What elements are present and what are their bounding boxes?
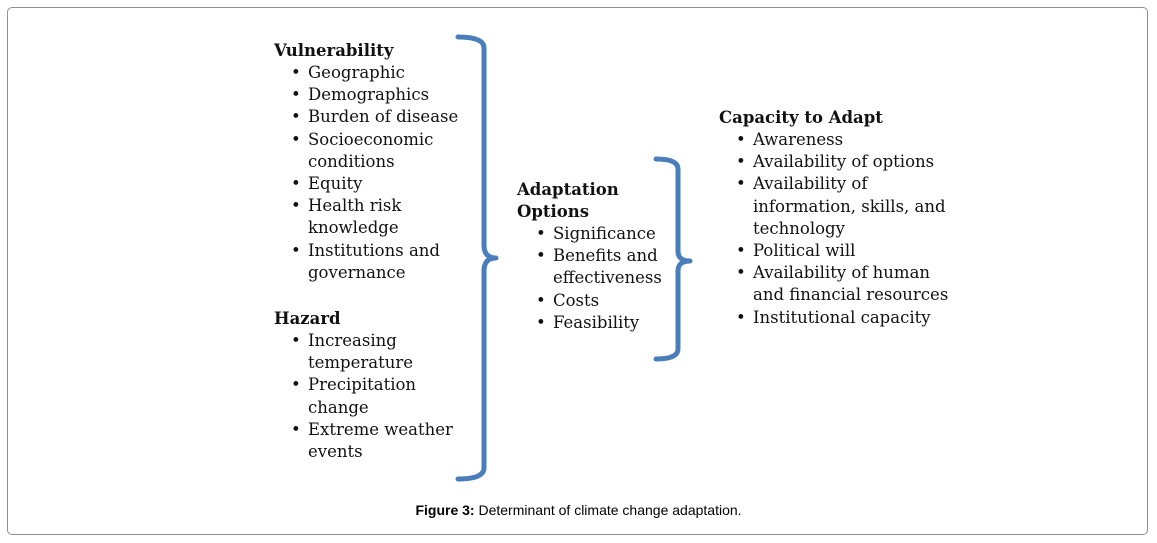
bullet-icon: • [736,152,746,172]
hazard-title: Hazard [274,309,341,328]
list-item-text: Extreme weather events [308,419,453,462]
list-item: • Burden of disease [274,106,474,128]
list-item: • Extreme weather events [274,419,474,463]
bullet-icon: • [736,174,746,194]
list-item-text: Socioeconomic conditions [308,129,434,171]
list-item-text: Health risk knowledge [308,196,402,238]
list-item: • Significance [517,223,667,245]
list-item-text: Availability of information, skills, and… [753,174,946,238]
list-item: • Political will [719,240,949,262]
bullet-icon: • [291,174,301,194]
capacity-to-adapt-list: • Awareness • Availability of options • Avail… [719,129,949,329]
bullet-icon: • [291,129,301,149]
figure-caption-text: Determinant of climate change adaptation… [474,502,742,518]
bullet-icon: • [291,107,301,127]
list-item-text: Institutional capacity [753,307,931,327]
list-item-text: Costs [553,290,600,310]
list-item: • Precipitation change [274,374,474,418]
vulnerability-title: Vulnerability [274,41,394,60]
list-item-text: Availability of options [753,152,935,172]
bullet-icon: • [291,375,301,395]
list-item: • Availability of information, skills, an… [719,173,949,240]
list-item: • Costs [517,290,667,312]
middle-curly-bracket [653,156,693,362]
list-item-text: Demographics [308,85,430,105]
list-item: • Availability of options [719,151,949,173]
bullet-icon: • [536,290,546,310]
bullet-icon: • [536,224,546,243]
list-item-text: Political will [753,241,856,261]
list-item-text: Increasing temperature [308,331,414,373]
list-item-text: Equity [308,174,363,194]
list-item: • Availability of human and financial res… [719,262,949,306]
list-item: • Health risk knowledge [274,195,474,239]
list-item: • Equity [274,173,474,195]
vulnerability-section: Vulnerability • Geographic • Demographics • B… [274,40,474,284]
left-curly-bracket [455,34,499,482]
list-item-text: Awareness [753,130,844,149]
list-item: • Demographics [274,84,474,106]
figure-frame [7,7,1148,535]
bullet-icon: • [736,263,746,283]
bullet-icon: • [736,130,746,149]
capacity-to-adapt-section: Capacity to Adapt • Awareness • Availabilit… [719,107,949,329]
list-item: • Geographic [274,62,474,84]
adaptation-options-section: Adaptation Options • Significance • Benefit… [517,179,667,334]
bullet-icon: • [536,312,546,332]
list-item: • Feasibility [517,312,667,334]
list-item: • Institutions and governance [274,240,474,284]
vulnerability-list: • Geographic • Demographics • Burden of disea… [274,62,474,284]
bullet-icon: • [291,85,301,105]
list-item: • Institutional capacity [719,307,949,329]
list-item-text: Geographic [308,63,405,82]
bullet-icon: • [291,419,301,439]
bullet-icon: • [536,246,546,266]
bullet-icon: • [736,241,746,261]
figure-caption: Figure 3: Determinant of climate change … [0,502,1157,518]
capacity-to-adapt-title: Capacity to Adapt [719,108,883,127]
bullet-icon: • [291,331,301,350]
adaptation-options-list: • Significance • Benefits and effectiveness… [517,223,667,334]
list-item-text: Feasibility [553,312,640,332]
bullet-icon: • [736,307,746,327]
bullet-icon: • [291,63,301,82]
list-item-text: Burden of disease [308,107,459,127]
bullet-icon: • [291,240,301,260]
list-item-text: Benefits and effectiveness [553,246,662,288]
list-item: • Socioeconomic conditions [274,129,474,173]
figure-label: Figure 3: [415,502,475,518]
list-item: • Awareness [719,129,949,151]
hazard-section: Hazard • Increasing temperature • Precipita… [274,308,474,463]
adaptation-options-title: Adaptation Options [517,180,619,221]
list-item-text: Availability of human and financial reso… [753,263,949,305]
list-item-text: Institutions and governance [308,240,440,282]
bullet-icon: • [291,196,301,216]
list-item: • Increasing temperature [274,330,474,374]
hazard-list: • Increasing temperature • Precipitation ch… [274,330,474,463]
list-item: • Benefits and effectiveness [517,245,667,289]
list-item-text: Precipitation change [308,375,417,417]
list-item-text: Significance [553,224,656,243]
